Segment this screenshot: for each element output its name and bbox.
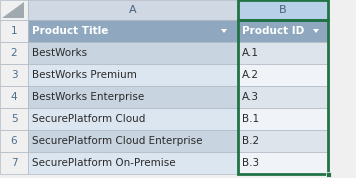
Text: A: A — [129, 5, 137, 15]
FancyArrow shape — [221, 29, 227, 33]
FancyArrow shape — [313, 29, 319, 33]
Text: 1: 1 — [11, 26, 17, 36]
Text: B: B — [279, 5, 287, 15]
Bar — [0, 20, 28, 42]
Text: 3: 3 — [11, 70, 17, 80]
Bar — [28, 108, 238, 130]
Bar — [238, 20, 328, 42]
Bar — [238, 108, 328, 130]
Bar — [0, 108, 28, 130]
Text: SecurePlatform On-Premise: SecurePlatform On-Premise — [32, 158, 176, 168]
Text: B.2: B.2 — [242, 136, 259, 146]
Bar — [238, 42, 328, 64]
Bar — [238, 0, 328, 20]
Bar — [0, 86, 28, 108]
Bar — [28, 86, 238, 108]
Bar — [0, 130, 28, 152]
Bar — [0, 64, 28, 86]
Text: BestWorks Enterprise: BestWorks Enterprise — [32, 92, 144, 102]
Bar — [28, 152, 238, 174]
Text: 2: 2 — [11, 48, 17, 58]
Polygon shape — [2, 2, 24, 18]
Bar — [238, 20, 328, 174]
Text: SecurePlatform Cloud: SecurePlatform Cloud — [32, 114, 145, 124]
Bar — [28, 20, 238, 42]
Bar — [238, 0, 328, 20]
Text: A.1: A.1 — [242, 48, 259, 58]
Bar — [28, 130, 238, 152]
Bar — [0, 152, 28, 174]
Bar — [325, 171, 330, 177]
Text: 4: 4 — [11, 92, 17, 102]
Bar — [28, 42, 238, 64]
Bar — [0, 42, 28, 64]
Text: Product ID: Product ID — [242, 26, 304, 36]
Text: A.2: A.2 — [242, 70, 259, 80]
Text: 7: 7 — [11, 158, 17, 168]
Text: Product Title: Product Title — [32, 26, 108, 36]
Text: 6: 6 — [11, 136, 17, 146]
Text: 5: 5 — [11, 114, 17, 124]
Text: BestWorks: BestWorks — [32, 48, 87, 58]
Text: A.3: A.3 — [242, 92, 259, 102]
Bar — [238, 152, 328, 174]
Text: BestWorks Premium: BestWorks Premium — [32, 70, 137, 80]
Bar — [0, 0, 28, 20]
Bar — [28, 0, 238, 20]
Bar — [238, 86, 328, 108]
Text: B.3: B.3 — [242, 158, 259, 168]
Text: B.1: B.1 — [242, 114, 259, 124]
Text: SecurePlatform Cloud Enterprise: SecurePlatform Cloud Enterprise — [32, 136, 203, 146]
Bar — [28, 64, 238, 86]
Bar — [238, 64, 328, 86]
Bar — [238, 130, 328, 152]
